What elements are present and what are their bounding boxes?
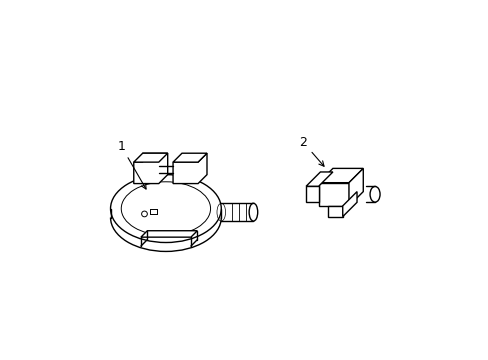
Ellipse shape [110,175,221,243]
Polygon shape [305,172,332,186]
Polygon shape [328,206,342,217]
Polygon shape [348,168,363,206]
Polygon shape [305,186,318,202]
Polygon shape [318,168,363,183]
Polygon shape [342,192,356,217]
Polygon shape [134,153,167,184]
Polygon shape [134,153,167,162]
Text: 2: 2 [299,136,324,166]
Polygon shape [173,153,206,184]
Ellipse shape [369,186,379,202]
Text: 1: 1 [117,140,146,189]
Polygon shape [141,231,197,237]
Ellipse shape [248,203,257,221]
Polygon shape [173,153,206,162]
Polygon shape [318,183,348,206]
